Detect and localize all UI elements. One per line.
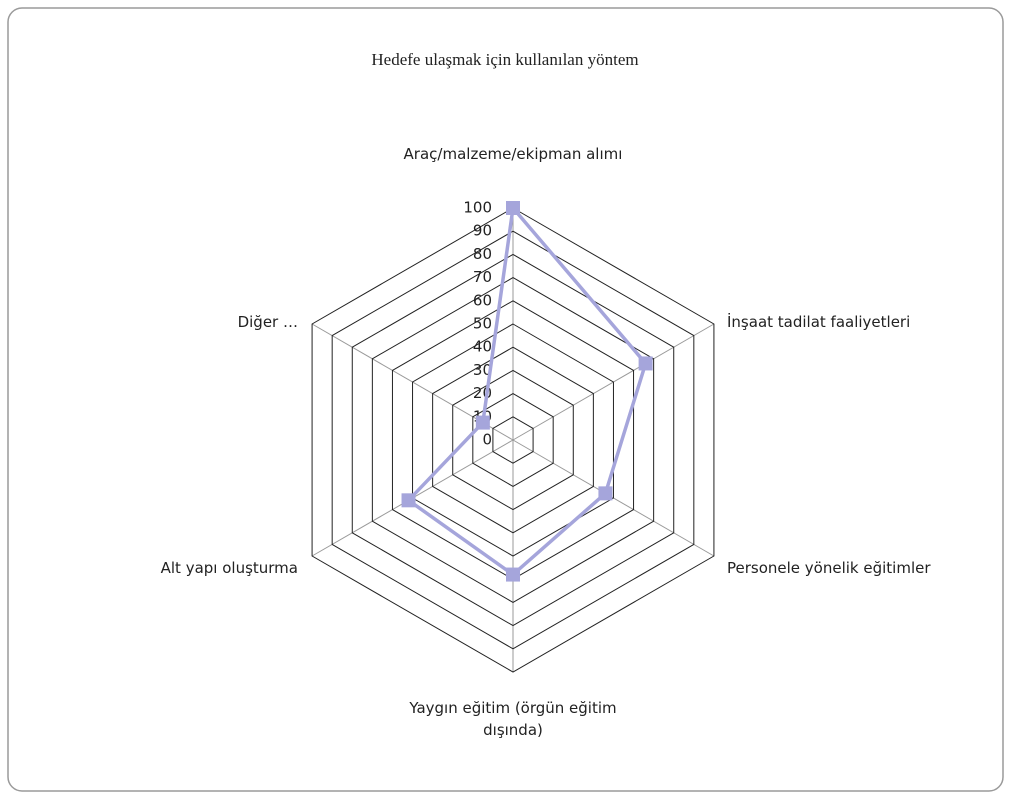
grid-ring (412, 323, 614, 557)
category-label: Personele yönelik eğitimler (727, 559, 931, 577)
category-label: Yaygın eğitim (örgün eğitim dışında) (409, 699, 617, 739)
r-tick-label: 90 (473, 222, 492, 240)
grid-ring (452, 369, 574, 511)
marker (475, 415, 490, 430)
category-label: Alt yapı oluşturma (160, 559, 298, 577)
category-label: İnşaat tadilat faaliyetleri (727, 313, 911, 331)
marker (506, 567, 520, 582)
grid-ring (351, 253, 675, 627)
grid-ring (432, 346, 594, 534)
r-tick-label: 80 (473, 245, 492, 263)
category-label: Diğer … (237, 313, 298, 331)
r-tick-label: 0 (482, 431, 492, 449)
r-tick-label: 30 (473, 361, 492, 379)
r-tick-label: 40 (473, 338, 492, 356)
r-tick-label: 70 (473, 268, 492, 286)
marker (401, 493, 416, 508)
marker (598, 486, 613, 501)
grid-ring (331, 230, 695, 650)
category-label: Araç/malzeme/ekipman alımı (403, 145, 623, 163)
grid-ring (371, 277, 655, 603)
grid-ring (472, 393, 554, 487)
chart-title: Hedefe ulaşmak için kullanılan yöntem (371, 50, 638, 69)
r-tick-label: 100 (463, 199, 492, 217)
marker (638, 356, 653, 371)
grid-ring (492, 416, 534, 464)
frame (7, 7, 1004, 792)
marker (506, 201, 520, 215)
grid-ring (311, 207, 715, 673)
r-tick-label: 60 (473, 291, 492, 309)
r-tick-label: 50 (473, 315, 492, 333)
